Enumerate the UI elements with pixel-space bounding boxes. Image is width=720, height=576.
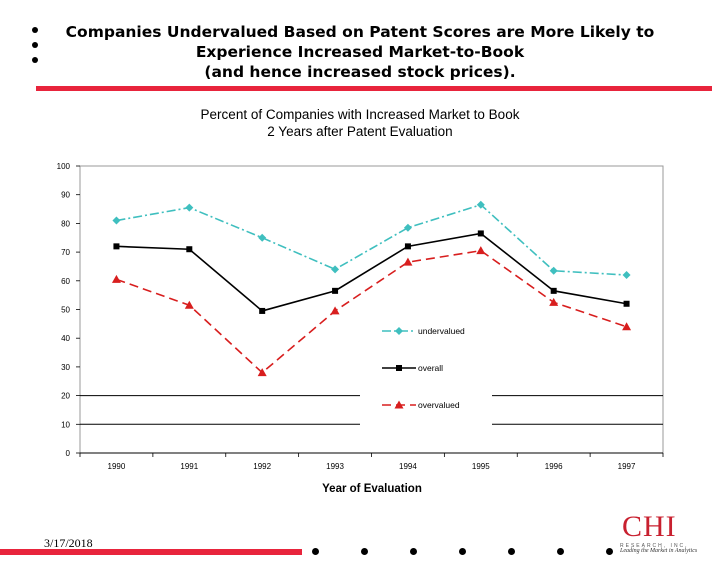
series-undervalued <box>112 200 631 280</box>
title-divider <box>36 86 712 91</box>
diamond-marker <box>258 233 267 242</box>
square-marker <box>259 307 266 314</box>
footer-dot <box>312 548 319 555</box>
square-marker <box>623 300 630 307</box>
diamond-marker <box>622 271 631 280</box>
square-marker <box>113 243 120 250</box>
slide-title-line: Experience Increased Market-to-Book <box>195 43 525 61</box>
y-tick-label: 90 <box>61 191 70 200</box>
legend-label: overvalued <box>418 400 460 410</box>
legend-label: undervalued <box>418 326 465 336</box>
series-line-overall <box>116 232 627 312</box>
y-tick-label: 80 <box>61 219 70 228</box>
chart-subtitle: 2 Years after Patent Evaluation <box>267 124 452 139</box>
x-tick-label: 1993 <box>326 462 344 471</box>
diamond-marker <box>403 223 412 232</box>
footer-dot <box>606 548 613 555</box>
y-tick-label: 100 <box>57 162 71 171</box>
square-marker <box>404 243 411 250</box>
diamond-marker <box>185 203 194 212</box>
footer-dots <box>312 548 616 558</box>
bullet-dot <box>32 42 38 48</box>
y-tick-label: 70 <box>61 248 70 257</box>
y-tick-label: 0 <box>66 449 71 458</box>
series-line-overvalued <box>116 249 627 374</box>
x-tick-label: 1997 <box>618 462 636 471</box>
x-tick-label: 1994 <box>399 462 417 471</box>
series-overvalued <box>111 246 632 377</box>
slide-title-line: Companies Undervalued Based on Patent Sc… <box>65 23 655 41</box>
square-marker <box>186 246 193 253</box>
diamond-marker <box>549 266 558 275</box>
legend-box <box>360 316 492 426</box>
footer-dot <box>361 548 368 555</box>
footer-divider <box>0 549 302 555</box>
diamond-marker <box>112 216 121 225</box>
triangle-marker <box>403 257 413 266</box>
x-tick-label: 1995 <box>472 462 490 471</box>
legend-label: overall <box>418 363 443 373</box>
x-tick-label: 1991 <box>180 462 198 471</box>
square-marker <box>332 287 339 294</box>
y-tick-label: 10 <box>61 420 70 429</box>
triangle-marker <box>549 297 559 306</box>
logo-text: CHI <box>622 510 677 543</box>
footer-dot <box>459 548 466 555</box>
y-tick-label: 40 <box>61 334 70 343</box>
triangle-marker <box>184 300 194 309</box>
title-bullets <box>32 27 44 72</box>
x-axis-label: Year of Evaluation <box>322 483 422 495</box>
triangle-marker <box>111 274 121 283</box>
square-marker <box>550 287 557 294</box>
footer-dot <box>557 548 564 555</box>
y-tick-label: 60 <box>61 277 70 286</box>
diamond-marker <box>476 200 485 209</box>
logo-subtext: RESEARCH, INC. <box>620 543 689 549</box>
y-tick-label: 20 <box>61 392 70 401</box>
diamond-marker <box>331 265 340 274</box>
bullet-dot <box>32 27 38 33</box>
company-logo: CHI RESEARCH, INC. Leading the Market in… <box>616 512 716 558</box>
square-marker <box>396 365 402 371</box>
chart-title: Percent of Companies with Increased Mark… <box>201 107 520 122</box>
triangle-marker <box>622 322 632 331</box>
square-marker <box>477 230 484 237</box>
logo-signature: Leading the Market in Analytics <box>620 548 698 554</box>
slide-title: Companies Undervalued Based on Patent Sc… <box>50 22 670 82</box>
x-tick-label: 1992 <box>253 462 271 471</box>
y-tick-label: 50 <box>61 306 70 315</box>
footer-dot <box>410 548 417 555</box>
slide-date: 3/17/2018 <box>44 536 93 550</box>
triangle-marker <box>330 306 340 315</box>
x-tick-label: 1996 <box>545 462 563 471</box>
bullet-dot <box>32 57 38 63</box>
diamond-marker <box>395 327 403 335</box>
series-overall <box>113 230 630 314</box>
triangle-marker <box>476 246 486 255</box>
triangle-marker <box>257 368 267 377</box>
slide-title-line: (and hence increased stock prices). <box>204 63 516 81</box>
series-line-undervalued <box>116 203 627 276</box>
triangle-marker <box>394 400 404 409</box>
x-tick-label: 1990 <box>108 462 126 471</box>
y-tick-label: 30 <box>61 363 70 372</box>
footer-dot <box>508 548 515 555</box>
